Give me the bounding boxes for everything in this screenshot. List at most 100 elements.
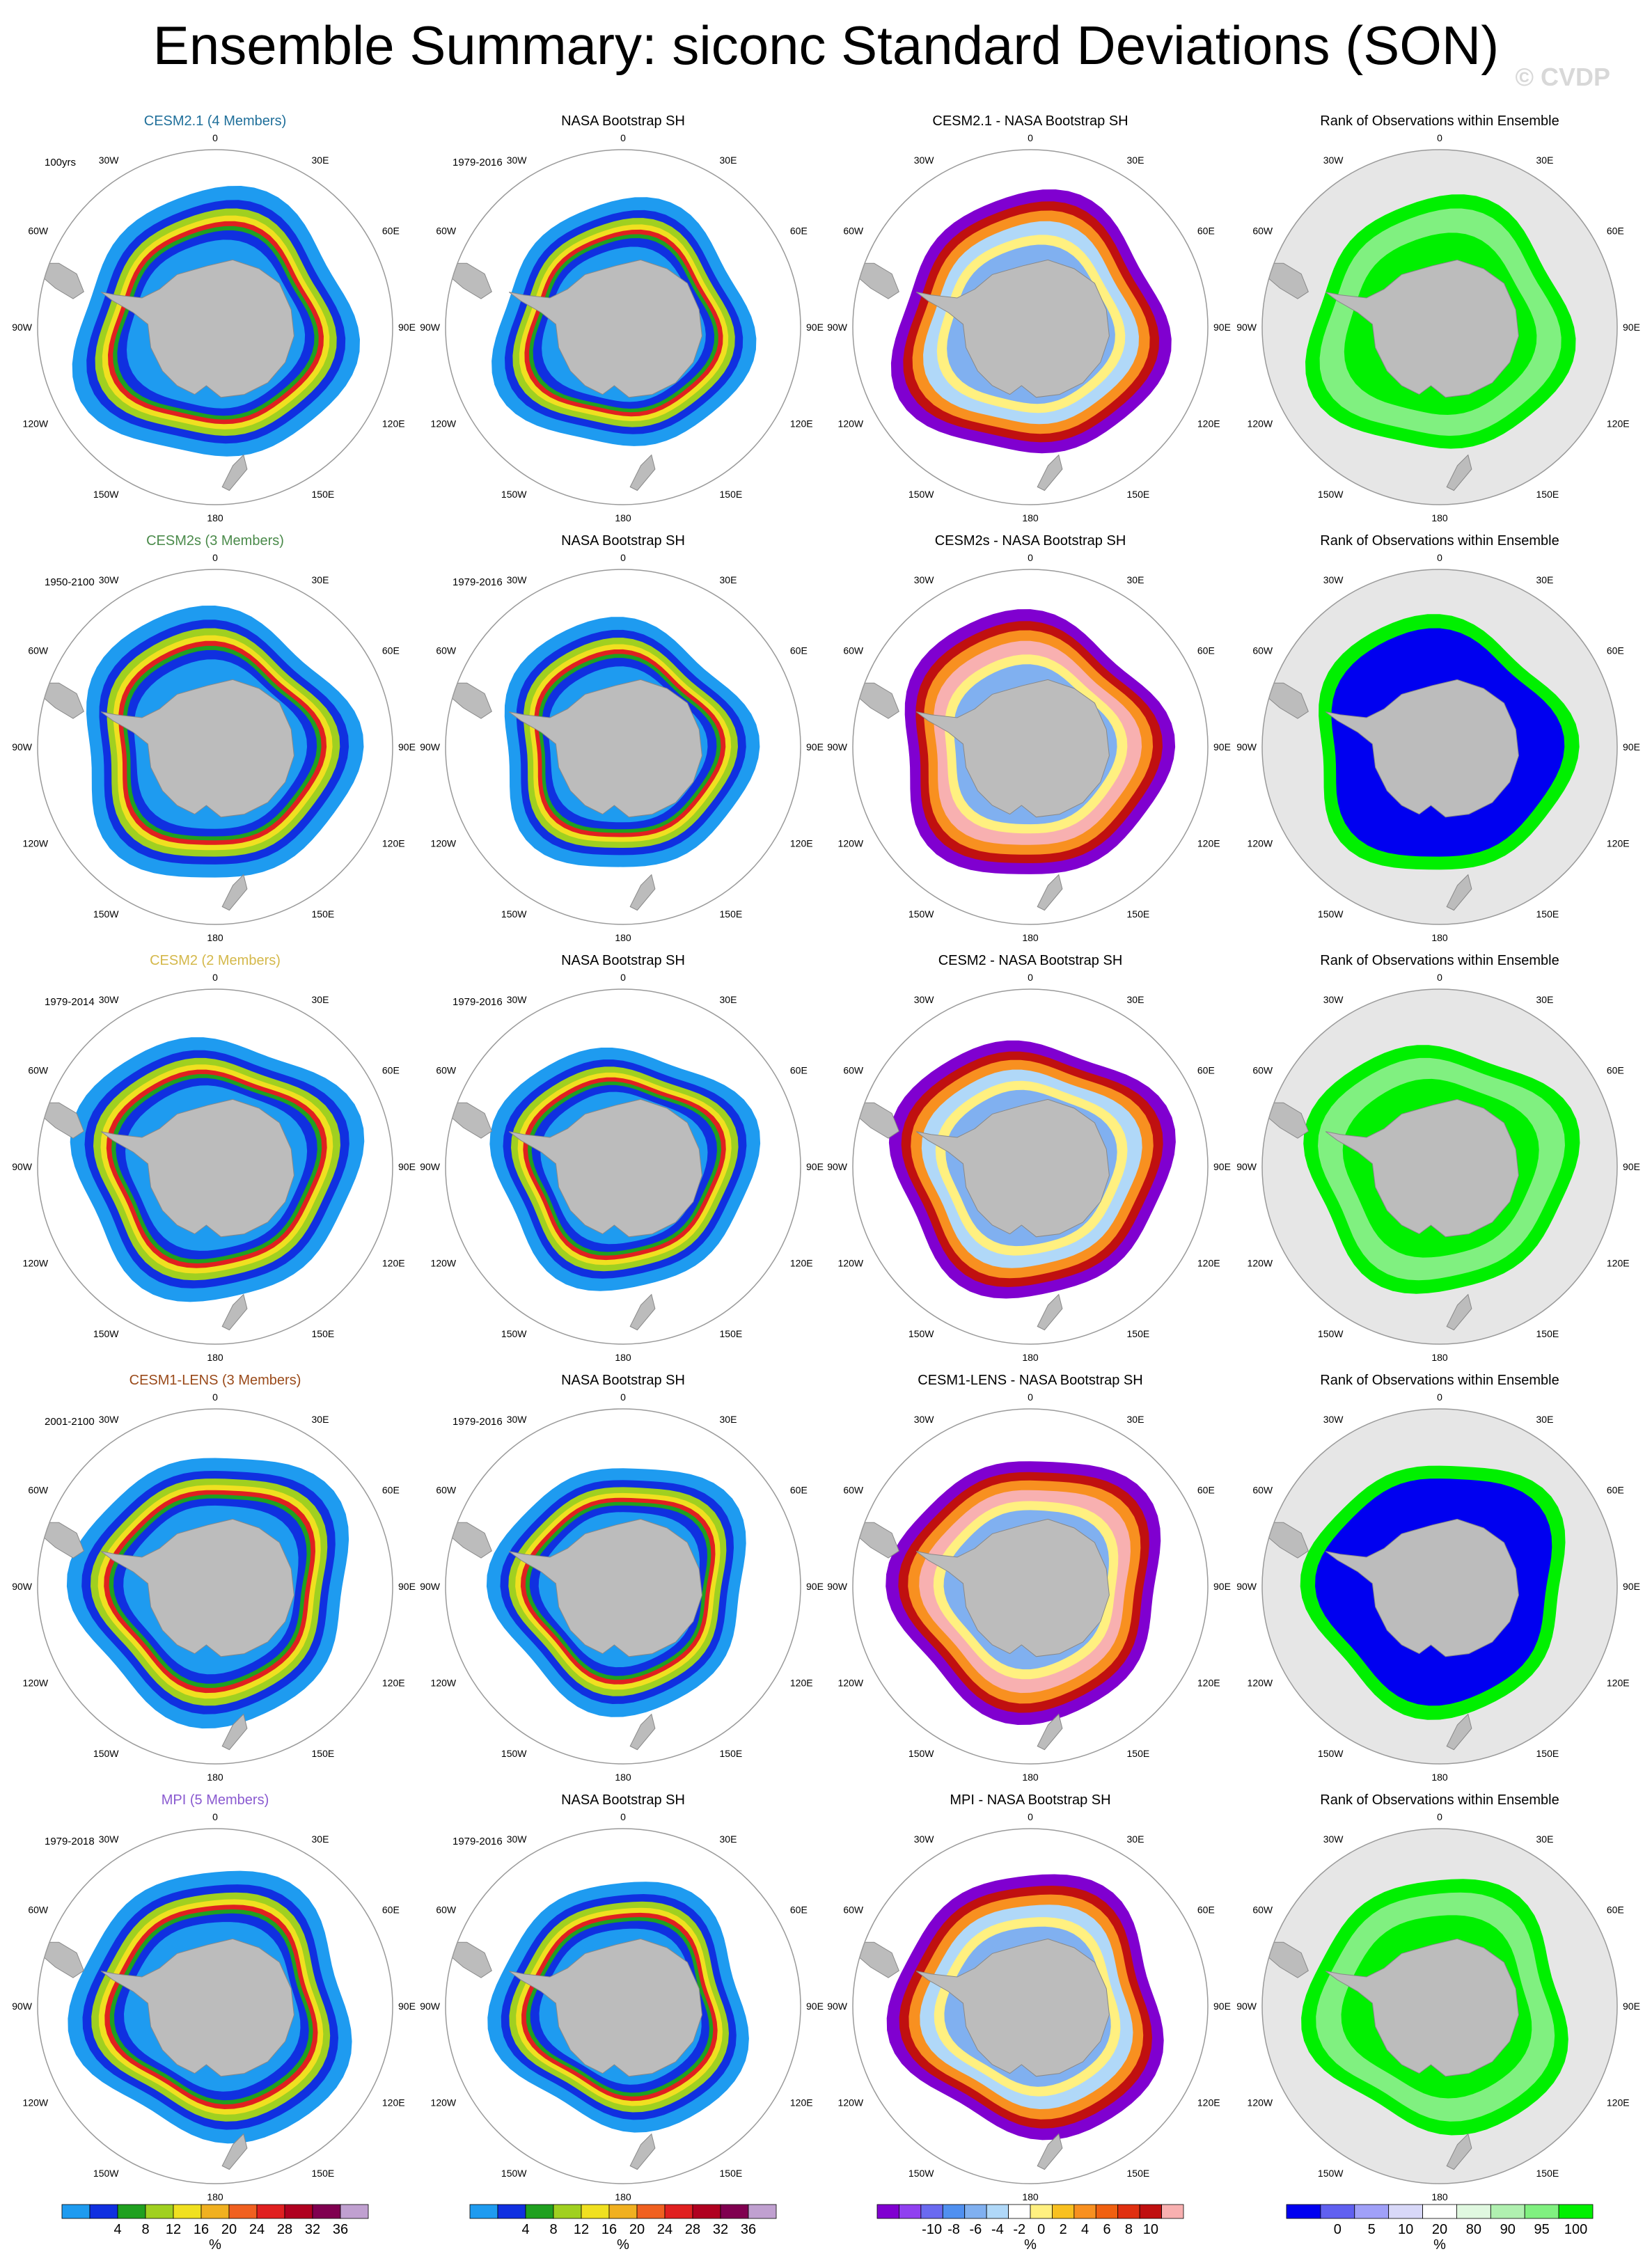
colorbar-swatch xyxy=(61,2204,91,2219)
map-panel-diff-row4: CESM1-LENS - NASA Bootstrap SH 0 180 90W 90E… xyxy=(827,1373,1231,1783)
panel-title: CESM2.1 (4 Members) xyxy=(144,113,287,129)
lon-label: 120W xyxy=(1248,838,1273,849)
lon-label: 150W xyxy=(501,2168,527,2179)
panel-title: Rank of Observations within Ensemble xyxy=(1320,1792,1559,1808)
lon-label: 120W xyxy=(838,1258,864,1269)
lon-label-0: 0 xyxy=(1437,1391,1442,1403)
colorbar-tick-label: 4 xyxy=(521,2222,529,2237)
ice-field xyxy=(42,1870,352,2170)
colorbar-tick-label: 8 xyxy=(141,2222,149,2237)
colorbar-swatch xyxy=(497,2204,526,2219)
lon-label: 60W xyxy=(843,645,864,656)
ice-field xyxy=(42,1458,349,1751)
map-panel-obs-row4: NASA Bootstrap SH 1979-2016 0 180 90W 90E 30W 3… xyxy=(420,1373,824,1783)
period-label: 1979-2016 xyxy=(453,157,503,168)
lon-label: 60W xyxy=(28,1905,49,1916)
lon-label-90w: 90W xyxy=(12,2001,33,2012)
antarctica-landmass xyxy=(1325,1098,1519,1238)
map-panel-obs-row5: NASA Bootstrap SH 1979-2016 0 180 90W 90E 30W 3… xyxy=(420,1792,824,2202)
lon-label: 30E xyxy=(1536,155,1554,166)
colorbar-tick-label: 28 xyxy=(277,2222,292,2237)
lon-label: 150E xyxy=(1536,489,1559,500)
new-zealand-landmass xyxy=(629,874,656,911)
colorbar-swatch xyxy=(284,2204,313,2219)
lon-label-90e: 90E xyxy=(1623,741,1640,752)
ice-field xyxy=(1267,194,1576,491)
colorbar-swatch xyxy=(986,2204,1009,2219)
lon-label-90w: 90W xyxy=(827,741,848,752)
map-panel-diff-row1: CESM2.1 - NASA Bootstrap SH 0 180 90W 90E 30W… xyxy=(827,113,1231,523)
map-panel-model-row3: CESM2 (2 Members) 1979-2014 0 180 90W 90E 30W 3… xyxy=(12,953,416,1363)
lon-label: 60E xyxy=(1197,1065,1215,1076)
lon-label-90e: 90E xyxy=(806,322,824,333)
lon-label: 150E xyxy=(720,1328,743,1339)
colorbar-tick-label: 32 xyxy=(305,2222,320,2237)
new-zealand-landmass xyxy=(221,2133,248,2170)
lon-label: 120W xyxy=(23,2097,49,2108)
lon-label-90w: 90W xyxy=(827,322,848,333)
colorbar-swatch xyxy=(964,2204,987,2219)
map-boundary xyxy=(1261,1828,1618,2184)
lon-label: 30W xyxy=(99,155,120,166)
period-label: 1979-2016 xyxy=(453,1416,503,1428)
lon-label: 30E xyxy=(720,1414,737,1425)
lon-label: 30E xyxy=(1536,1834,1554,1845)
ice-field xyxy=(1267,1045,1580,1331)
lon-label: 150E xyxy=(1127,1328,1150,1339)
colorbar-tick-label: 20 xyxy=(629,2222,645,2237)
antarctica-landmass xyxy=(100,679,294,818)
lon-label: 120E xyxy=(790,1678,813,1689)
lon-label: 60E xyxy=(790,226,808,237)
lon-label-90w: 90W xyxy=(420,322,441,333)
lon-label: 120W xyxy=(23,418,49,429)
lon-label-180: 180 xyxy=(615,1352,631,1363)
lon-label: 30E xyxy=(720,155,737,166)
colorbar-swatch xyxy=(553,2204,582,2219)
map-boundary xyxy=(852,569,1209,925)
lon-label: 120E xyxy=(1197,418,1220,429)
lon-label: 120W xyxy=(1248,1258,1273,1269)
lon-label-0: 0 xyxy=(1028,1811,1033,1822)
map-boundary xyxy=(445,1408,801,1765)
lon-label: 60W xyxy=(1252,226,1273,237)
colorbar-tick-label: 0 xyxy=(1334,2222,1342,2237)
lon-label: 120W xyxy=(838,1678,864,1689)
lon-label: 150W xyxy=(908,1748,934,1759)
colorbar-tick-label: 10 xyxy=(1398,2222,1413,2237)
lon-label: 120W xyxy=(23,838,49,849)
ice-field xyxy=(858,1040,1176,1331)
colorbar-tick-label: 24 xyxy=(657,2222,672,2237)
map-panel-rank-row4: Rank of Observations within Ensemble 0 180… xyxy=(1236,1373,1640,1783)
lon-label: 150W xyxy=(908,2168,934,2179)
lon-label: 120W xyxy=(1248,2097,1273,2108)
lon-label-90e: 90E xyxy=(1213,741,1231,752)
lon-label: 150W xyxy=(93,1328,119,1339)
map-boundary xyxy=(445,1828,801,2184)
new-zealand-landmass xyxy=(1037,874,1063,911)
map-panel-rank-row1: Rank of Observations within Ensemble 0 180… xyxy=(1236,113,1640,523)
lon-label: 120E xyxy=(1607,838,1630,849)
lon-label: 60E xyxy=(382,1065,400,1076)
colorbar-tick-label: 20 xyxy=(221,2222,237,2237)
lon-label: 60W xyxy=(28,1485,49,1496)
ice-field xyxy=(858,609,1176,911)
colorbar-swatch xyxy=(469,2204,498,2219)
ice-field xyxy=(42,186,360,491)
ice-field xyxy=(858,1874,1164,2170)
lon-label-180: 180 xyxy=(1431,2191,1448,2202)
antarctica-landmass xyxy=(1325,1938,1519,2077)
panel-title: Rank of Observations within Ensemble xyxy=(1320,113,1559,129)
lon-label: 30W xyxy=(914,1834,935,1845)
lon-label-90e: 90E xyxy=(1623,1581,1640,1592)
lon-label: 60W xyxy=(1252,1065,1273,1076)
antarctica-landmass xyxy=(508,1938,702,2077)
period-label: 1979-2016 xyxy=(453,996,503,1008)
ice-field xyxy=(42,1037,365,1331)
colorbar-swatch xyxy=(692,2204,721,2219)
lon-label: 120E xyxy=(790,1258,813,1269)
colorbar-swatch xyxy=(1558,2204,1594,2219)
lon-label: 30W xyxy=(507,994,528,1005)
map-boundary xyxy=(37,1828,393,2184)
lon-label: 30E xyxy=(720,994,737,1005)
